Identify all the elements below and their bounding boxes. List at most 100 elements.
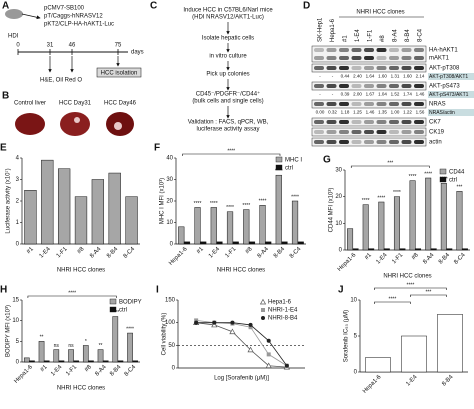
band: [326, 130, 337, 134]
significance: ****: [424, 171, 432, 177]
significance: ns: [54, 343, 60, 349]
band: [414, 130, 424, 134]
image-caption: HCC Day46: [104, 101, 137, 107]
legend-marker: [261, 316, 265, 320]
plasmid: pKT2/CLP-HA-hAKT1-Luc: [44, 22, 114, 28]
band: [326, 120, 337, 124]
ratio: 1.25: [353, 110, 362, 115]
lane-label: Hepa1-6: [330, 18, 336, 42]
x-tick-label: 8-B4: [441, 374, 455, 388]
series-line: [196, 322, 287, 368]
ratio: 1.35: [378, 110, 387, 115]
significance: ****: [393, 190, 401, 196]
bracket: [27, 295, 117, 298]
y-tick-label: 20: [166, 199, 173, 205]
band: [339, 140, 349, 144]
band: [376, 84, 387, 88]
band: [351, 56, 362, 60]
x-tick-label: 8-C4: [289, 246, 303, 260]
ratio: 1.31: [391, 74, 400, 79]
y-tick-label: 30: [166, 177, 173, 183]
band: [326, 48, 337, 52]
band: [351, 130, 362, 134]
y-axis-label: Luciferase activity (x10⁷): [5, 168, 12, 233]
x-tick-label: 1-E4: [50, 364, 64, 378]
band: [364, 66, 374, 70]
x-tick-label: 8-A4: [257, 246, 271, 260]
ratio: 1.46: [366, 110, 375, 115]
band: [314, 66, 324, 70]
bracket-label: ****: [227, 148, 235, 154]
panel-label: B: [2, 91, 9, 102]
bar: [425, 177, 432, 251]
band: [339, 130, 349, 134]
legend-label: ctrl: [285, 166, 293, 172]
lane-label: #1: [343, 35, 349, 42]
bar: [38, 341, 45, 363]
legend-swatch: [275, 164, 283, 171]
bar: [378, 201, 385, 251]
significance: ****: [126, 326, 134, 332]
significance: ****: [210, 201, 218, 207]
band: [314, 84, 324, 88]
row-label: CK7: [429, 120, 441, 126]
y-tick-label: 150: [165, 298, 176, 304]
bar: [216, 241, 223, 245]
band: [339, 48, 349, 52]
ratio: 1.52: [391, 92, 400, 97]
bar: [41, 159, 54, 245]
bar: [368, 248, 375, 251]
injection: HDI: [8, 34, 19, 40]
band: [326, 84, 337, 88]
band: [401, 120, 412, 124]
plasmid: pT/Caggs-hNRASV12: [44, 14, 103, 20]
ratio: 1.64: [366, 74, 375, 79]
panel-label: D: [303, 1, 310, 12]
bar: [112, 316, 119, 363]
row-label: CK19: [429, 130, 445, 136]
legend-label: NHRI-1-E4: [268, 308, 298, 314]
band: [389, 56, 399, 60]
bar: [194, 207, 201, 245]
point: [248, 322, 253, 327]
bar: [281, 241, 288, 245]
bar: [232, 241, 239, 245]
ratio: 1.60: [403, 74, 412, 79]
step: Induce HCC in C57BL6/Narl mice: [183, 8, 273, 14]
y-tick-label: 3: [16, 177, 20, 183]
point: [247, 346, 254, 353]
band: [351, 140, 362, 144]
x-tick-label: 8-B4: [438, 252, 452, 266]
ratio: 0.44: [341, 74, 350, 79]
significance: ****: [194, 201, 202, 207]
band: [414, 66, 424, 70]
x-tick-label: 1-E4: [375, 252, 389, 266]
bar: [57, 168, 71, 245]
point: [212, 320, 217, 325]
blot: [311, 99, 427, 109]
band: [389, 140, 399, 144]
significance: **: [40, 335, 44, 341]
significance: ***: [457, 185, 463, 191]
y-tick-label: 100: [165, 320, 176, 326]
point: [265, 362, 272, 369]
x-tick-label: #1: [40, 364, 49, 373]
step: luciferase activity assay: [196, 127, 259, 133]
legend-marker: [259, 298, 267, 305]
step: Isolate hepatic cells: [202, 36, 254, 42]
ratio: 1.74: [403, 92, 412, 97]
band: [364, 56, 374, 60]
band: [339, 102, 349, 106]
bar: [399, 248, 406, 251]
stain: H&E, Oil Red O: [40, 78, 82, 84]
x-tick-label: 1-F1: [56, 246, 69, 259]
band: [314, 130, 324, 134]
row-label: mAKT1: [429, 56, 450, 62]
band: [339, 56, 349, 60]
x-tick-label: 1-F1: [391, 252, 404, 265]
step: Pick up colonies: [206, 72, 249, 78]
ratio: 2.14: [416, 74, 425, 79]
band: [314, 120, 324, 124]
row-label: AKT-pS473: [429, 84, 460, 90]
y-tick-label: 30: [335, 168, 342, 174]
